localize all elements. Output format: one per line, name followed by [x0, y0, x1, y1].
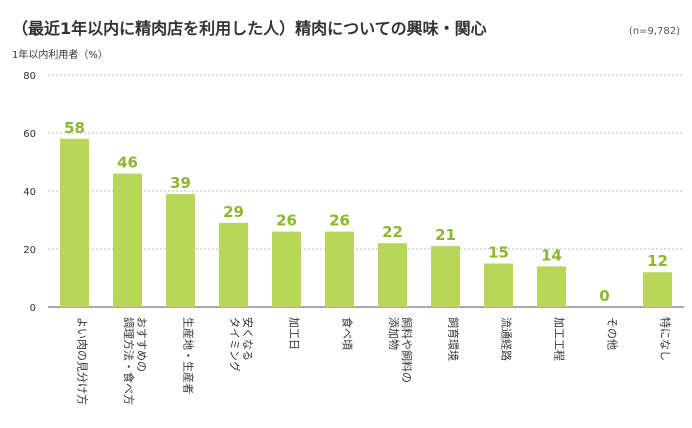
category-label-10-0: その他	[606, 317, 619, 350]
data-label-7: 21	[435, 226, 456, 244]
category-label-1-0: おすすめの	[135, 317, 148, 372]
category-label-3-1: タイミング	[228, 317, 242, 372]
grid-layer: 0 20 40 60 80	[23, 71, 684, 314]
bar-9	[537, 266, 566, 307]
data-label-11: 12	[647, 252, 668, 270]
category-label-11-0: 特になし	[659, 317, 673, 361]
category-label-0-0: よい肉の見分け方	[76, 317, 90, 405]
category-label-9-0: 加工工程	[553, 317, 566, 361]
category-label-1-1: 調理方法・食べ方	[122, 317, 136, 405]
bar-7	[431, 246, 460, 307]
data-label-5: 26	[329, 212, 350, 230]
category-label-2-0: 生産地・生産者	[182, 317, 196, 394]
data-label-1: 46	[117, 154, 138, 172]
labels-layer: 58 46 39 29 26 26 22 21 15 14 0 12	[64, 119, 668, 305]
chart-title: （最近1年以内に精肉店を利用した人）精肉についての興味・関心	[12, 19, 487, 38]
bar-0	[60, 138, 89, 307]
bar-4	[272, 231, 301, 307]
data-label-6: 22	[382, 223, 403, 241]
data-label-2: 39	[170, 174, 191, 192]
y-axis-label: 1年以内利用者（%）	[12, 48, 108, 61]
data-label-3: 29	[223, 203, 244, 221]
data-label-4: 26	[276, 212, 297, 230]
category-label-6-0: 飼料や飼料の	[400, 317, 414, 383]
category-label-3-0: 安くなる	[241, 317, 255, 361]
data-label-0: 58	[64, 119, 85, 137]
y-tick-label: 0	[30, 303, 36, 314]
data-label-8: 15	[488, 244, 509, 262]
y-tick-label: 60	[23, 129, 36, 140]
bar-2	[166, 193, 195, 307]
bar-11	[643, 272, 672, 307]
y-tick-label: 20	[23, 245, 36, 256]
category-label-6-1: 添加物	[387, 317, 401, 350]
category-label-8-0: 流通経路	[500, 317, 514, 361]
category-label-7-0: 飼育環境	[447, 317, 461, 361]
bar-3	[219, 222, 248, 307]
bar-1	[113, 173, 142, 307]
bars-layer	[60, 138, 672, 307]
sample-size: (n=9,782)	[629, 26, 680, 37]
y-tick-label: 40	[23, 187, 36, 198]
bar-6	[378, 243, 407, 307]
category-label-4-0: 加工日	[288, 317, 301, 350]
y-tick-label: 80	[23, 71, 36, 82]
bar-5	[325, 231, 354, 307]
data-label-10: 0	[599, 287, 609, 305]
category-label-5-0: 食べ頃	[341, 317, 355, 350]
bar-8	[484, 263, 513, 307]
data-label-9: 14	[541, 246, 562, 264]
